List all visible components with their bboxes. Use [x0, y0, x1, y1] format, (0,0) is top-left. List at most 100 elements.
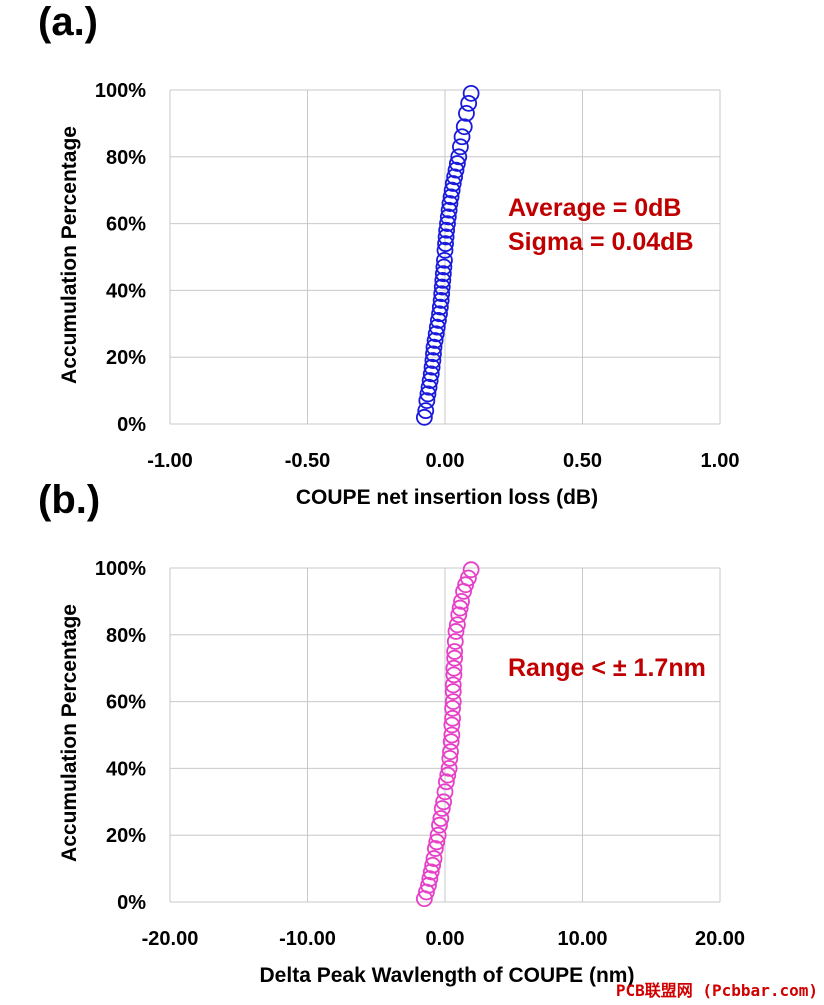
x-axis-title: Delta Peak Wavlength of COUPE (nm) — [260, 964, 635, 987]
insertion-loss-chart: 0% 20% 40% 60% 80% 100% -1.00 -0.50 0.00 0.50 1.00… — [58, 80, 740, 509]
data-point — [417, 402, 435, 420]
data-point — [443, 726, 461, 744]
data-point — [425, 850, 443, 867]
data-point — [450, 606, 468, 624]
data-point — [455, 118, 473, 136]
data-point — [432, 292, 450, 309]
annotation-text: Sigma = 0.04dB — [508, 228, 694, 256]
y-tick-label: 60% — [106, 214, 146, 236]
x-tick-label: -20.00 — [142, 928, 199, 950]
data-point — [444, 683, 462, 700]
data-point — [442, 743, 459, 761]
data-point — [450, 148, 468, 166]
data-point — [453, 128, 471, 146]
y-axis-title: Accumulation Percentage — [58, 126, 81, 384]
data-point — [437, 228, 455, 246]
data-point — [451, 599, 469, 617]
data-point — [447, 161, 465, 179]
x-tick-label: 0.00 — [426, 450, 465, 472]
data-point — [434, 265, 452, 283]
y-tick-label: 80% — [106, 147, 146, 169]
data-point — [420, 378, 438, 396]
data-point — [444, 699, 461, 717]
data-point — [434, 271, 452, 289]
data-point — [427, 325, 445, 343]
y-tick-label: 0% — [117, 892, 146, 914]
data-point — [419, 385, 437, 403]
data-point — [443, 181, 461, 199]
data-point — [440, 759, 458, 777]
y-tick-label: 20% — [106, 347, 146, 369]
data-point — [446, 643, 464, 660]
data-point — [426, 332, 444, 349]
data-point — [421, 870, 439, 888]
data-point — [422, 365, 440, 383]
x-tick-label: 20.00 — [695, 928, 745, 950]
y-tick-label: 0% — [117, 414, 146, 436]
peak-wavelength-chart: 0% 20% 40% 60% 80% 100% -20.00 -10.00 0.00 10.00 2… — [58, 558, 745, 987]
data-point — [458, 104, 475, 122]
data-point — [444, 709, 461, 727]
data-point — [423, 358, 441, 376]
y-tick-label: 100% — [95, 558, 146, 580]
data-point — [446, 633, 464, 650]
data-point — [446, 168, 464, 186]
data-point — [436, 251, 453, 269]
data-point — [432, 810, 450, 827]
data-point — [444, 693, 462, 711]
annotation-text: Average = 0dB — [508, 194, 681, 222]
data-point — [445, 659, 463, 677]
data-point — [437, 235, 454, 253]
y-tick-label: 40% — [106, 280, 146, 302]
x-tick-label: 0.50 — [563, 450, 602, 472]
data-point — [438, 221, 456, 239]
data-point — [429, 826, 447, 844]
data-point — [420, 876, 437, 894]
y-tick-label: 60% — [106, 692, 146, 714]
data-point — [448, 155, 466, 172]
annotation-text: Range < ± 1.7nm — [508, 654, 706, 682]
data-point — [431, 816, 448, 834]
data-point — [462, 84, 480, 102]
y-tick-label: 80% — [106, 625, 146, 647]
data-point — [442, 188, 460, 206]
x-tick-label: 10.00 — [557, 928, 607, 950]
data-point — [440, 201, 458, 219]
data-point — [453, 593, 470, 610]
data-point — [442, 733, 460, 751]
y-tick-label: 40% — [106, 758, 146, 780]
x-tick-label: -0.50 — [285, 450, 331, 472]
data-point — [439, 208, 457, 226]
x-axis-title: COUPE net insertion loss (dB) — [296, 486, 598, 509]
x-tick-label: 1.00 — [701, 450, 740, 472]
data-point — [424, 856, 442, 874]
data-point — [444, 676, 462, 694]
data-point — [448, 616, 466, 634]
y-tick-label: 100% — [95, 80, 146, 102]
data-point — [462, 561, 480, 579]
data-point — [445, 666, 463, 684]
data-point — [431, 298, 449, 316]
data-point — [428, 833, 446, 851]
data-point — [439, 766, 457, 784]
x-tick-label: -1.00 — [147, 450, 193, 472]
data-point — [415, 408, 433, 426]
data-point — [426, 840, 444, 857]
data-point — [433, 285, 451, 303]
data-point — [444, 175, 462, 192]
data-point — [447, 623, 465, 640]
data-point — [436, 783, 454, 801]
y-axis-title: Accumulation Percentage — [58, 604, 81, 862]
data-point — [436, 241, 454, 259]
data-point — [443, 716, 461, 734]
data-point — [439, 215, 456, 233]
data-point — [431, 305, 448, 323]
data-point — [428, 318, 446, 336]
data-point — [437, 773, 455, 791]
y-tick-label: 20% — [106, 825, 146, 847]
data-point — [418, 392, 436, 410]
watermark-text: PCB联盟网 (Pcbbar.com) — [615, 981, 818, 1000]
data-point — [460, 94, 478, 112]
data-point — [425, 345, 442, 363]
data-point — [441, 195, 459, 212]
